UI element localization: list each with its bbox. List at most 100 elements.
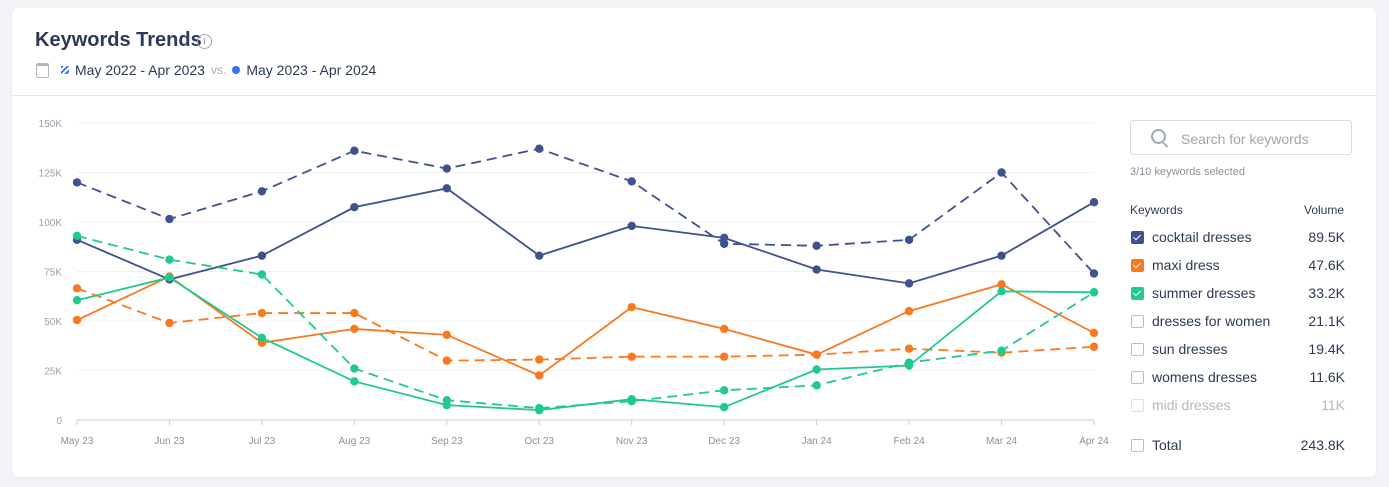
y-tick-label: 100K	[39, 218, 63, 229]
series-line-maxi-dress-solid	[76, 275, 1095, 377]
x-tick-label: Mar 24	[986, 436, 1018, 447]
x-tick-label: Jul 23	[249, 436, 276, 447]
y-tick-label: 75K	[44, 268, 62, 279]
data-point	[719, 352, 729, 361]
keyword-volume: 11.6K	[1309, 369, 1345, 385]
data-point	[997, 280, 1006, 289]
data-point	[350, 377, 359, 386]
keyword-row[interactable]: sun dresses 19.4K	[1131, 339, 1345, 359]
volume-column-header: Volume	[1304, 203, 1345, 217]
data-point	[72, 231, 82, 241]
data-point	[350, 364, 359, 373]
data-point	[1089, 198, 1099, 207]
keyword-checkbox[interactable]	[1131, 286, 1144, 300]
data-point	[997, 168, 1006, 177]
keyword-checkbox[interactable]	[1131, 258, 1144, 272]
data-point	[997, 287, 1006, 296]
data-point	[627, 302, 636, 312]
data-point	[812, 241, 821, 250]
keyword-row[interactable]: midi dresses 11K	[1131, 395, 1345, 415]
keywords-trends-card	[12, 8, 1376, 477]
data-point	[72, 315, 82, 325]
data-point	[997, 346, 1006, 355]
keyword-volume: 11K	[1321, 397, 1345, 413]
data-point	[1089, 328, 1099, 338]
keyword-row[interactable]: womens dresses 11.6K	[1131, 367, 1345, 387]
data-point	[904, 306, 914, 316]
x-tick-label: May 23	[61, 436, 94, 447]
data-point	[719, 239, 729, 248]
previous-period: May 2022 - Apr 2023	[75, 62, 205, 78]
data-point	[535, 355, 544, 364]
data-point	[442, 184, 452, 193]
keyword-checkbox[interactable]	[1131, 230, 1144, 244]
data-point	[535, 403, 544, 413]
keyword-row[interactable]: cocktail dresses 89.5K	[1131, 227, 1345, 247]
y-tick-label: 50K	[44, 317, 62, 328]
keyword-volume: 33.2K	[1308, 285, 1345, 301]
data-point	[257, 270, 267, 279]
data-point	[442, 396, 452, 405]
x-tick-label: Dec 23	[708, 436, 740, 447]
page-title: Keywords Trends	[35, 29, 202, 51]
keyword-search[interactable]	[1130, 120, 1352, 155]
x-tick-label: Nov 23	[616, 436, 648, 447]
keyword-label: dresses for women	[1152, 313, 1271, 329]
keyword-volume: 89.5K	[1308, 229, 1345, 245]
y-tick-label: 150K	[39, 119, 63, 130]
data-point	[1089, 342, 1099, 351]
data-point	[350, 308, 359, 318]
data-point	[257, 308, 267, 318]
info-icon[interactable]: i	[197, 34, 212, 49]
data-point	[719, 233, 729, 243]
data-point	[535, 371, 544, 380]
keyword-row[interactable]: dresses for women 21.1K	[1131, 311, 1345, 331]
calendar-icon[interactable]	[36, 62, 49, 78]
keyword-row[interactable]: Total 243.8K	[1131, 435, 1345, 455]
data-point	[812, 350, 821, 359]
previous-period-swatch-icon	[61, 66, 69, 74]
keyword-row[interactable]: maxi dress 47.6K	[1131, 255, 1345, 275]
data-point	[165, 273, 174, 282]
selected-count: 3/10 keywords selected	[1130, 166, 1245, 178]
data-point	[904, 344, 914, 353]
keywords-column-header: Keywords	[1130, 203, 1183, 217]
keyword-label: midi dresses	[1152, 397, 1231, 413]
keyword-checkbox[interactable]	[1131, 370, 1144, 384]
data-point	[719, 324, 729, 334]
y-tick-label: 0	[56, 416, 62, 427]
keyword-checkbox[interactable]	[1131, 314, 1144, 328]
keyword-checkbox[interactable]	[1131, 398, 1144, 412]
data-point	[904, 358, 914, 367]
data-point	[442, 164, 452, 173]
data-point	[627, 352, 636, 361]
data-point	[904, 235, 914, 245]
series-line-summer-dresses-dashed	[76, 234, 1095, 410]
data-point	[350, 146, 359, 155]
keyword-label: cocktail dresses	[1152, 229, 1252, 245]
data-point	[812, 381, 821, 390]
data-point	[257, 187, 267, 196]
x-tick-label: Sep 23	[431, 436, 463, 447]
keyword-label: womens dresses	[1152, 369, 1258, 385]
data-point	[257, 251, 267, 260]
x-tick-label: Oct 23	[525, 436, 555, 447]
keyword-label: summer dresses	[1152, 285, 1256, 301]
keyword-row[interactable]: summer dresses 33.2K	[1131, 283, 1345, 303]
keyword-checkbox[interactable]	[1131, 438, 1144, 452]
x-tick-label: Feb 24	[894, 436, 926, 447]
data-point	[812, 365, 821, 374]
x-tick-label: Apr 24	[1079, 436, 1109, 447]
keyword-label: sun dresses	[1152, 341, 1228, 357]
data-point	[719, 386, 729, 395]
y-tick-label: 25K	[44, 367, 62, 378]
data-point	[442, 330, 452, 340]
data-point	[442, 356, 452, 365]
keyword-volume: 19.4K	[1308, 341, 1345, 357]
data-point	[719, 402, 729, 412]
series-line-cocktail-dresses-dashed	[76, 147, 1095, 275]
search-input[interactable]	[1179, 130, 1348, 148]
search-icon	[1151, 129, 1166, 144]
keyword-checkbox[interactable]	[1131, 342, 1144, 356]
vs-label: vs.	[210, 63, 227, 77]
